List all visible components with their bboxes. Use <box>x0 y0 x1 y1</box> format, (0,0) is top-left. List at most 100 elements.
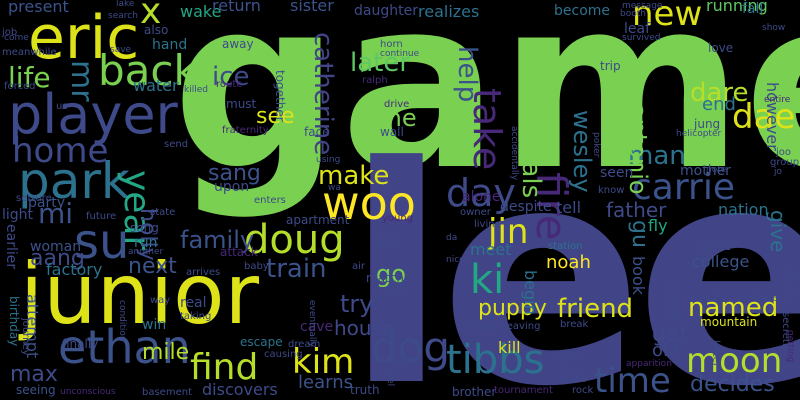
word-return: return <box>212 0 261 15</box>
word-hand: hand <box>152 37 188 53</box>
word-must: must <box>226 97 257 111</box>
word-drive: drive <box>384 99 410 110</box>
word-travel: travel <box>385 360 395 387</box>
word-see: see <box>256 104 295 129</box>
word-together: together <box>273 70 287 122</box>
word-carrie: carrie <box>632 167 735 208</box>
word-running: running <box>706 0 768 15</box>
word-booth: booth <box>620 9 646 19</box>
word-home: home <box>12 131 109 171</box>
word-back: back <box>98 46 198 95</box>
word-job: job <box>2 27 18 38</box>
word-truth: truth <box>350 383 380 397</box>
word-face: face <box>304 125 330 139</box>
word-cave: cave <box>300 319 334 335</box>
word-get: get <box>652 322 689 347</box>
word-seizure: seizure <box>16 193 52 204</box>
word-song: song <box>130 221 159 235</box>
word-doug: doug <box>244 217 345 263</box>
word-journal: journal <box>667 280 681 322</box>
word-present: present <box>8 0 69 16</box>
word-party: party <box>28 195 65 211</box>
word-however: however <box>763 82 782 151</box>
word-northern: northern <box>785 262 795 301</box>
word-dog: dog <box>371 323 451 372</box>
word-causing: causing <box>264 349 303 360</box>
word-tell: tell <box>556 198 582 217</box>
word-family: family <box>180 226 255 254</box>
word-day: day <box>446 171 516 215</box>
word-make: make <box>318 161 390 191</box>
word-group: group <box>770 157 800 168</box>
word-tournament: tournament <box>494 385 553 396</box>
word-nation: nation <box>718 200 769 219</box>
word-light: light <box>2 207 34 223</box>
word-mountain: mountain <box>700 315 758 329</box>
word-lee: lee <box>345 103 800 400</box>
word-break: break <box>560 319 589 330</box>
word-condition: condition <box>117 300 127 342</box>
word-necklace: necklace <box>734 293 779 304</box>
word-helicopter: helicopter <box>676 129 722 139</box>
word-later: later <box>350 48 411 78</box>
word-station: station <box>548 241 583 252</box>
word-juan: juan <box>560 371 586 385</box>
word-dare: dare <box>690 78 749 108</box>
word-junior: junior <box>20 245 260 343</box>
word-getting: getting <box>785 330 795 363</box>
word-noah: noah <box>546 252 591 273</box>
word-tibbs: tibbs <box>446 337 545 383</box>
word-go: go <box>376 260 406 288</box>
word-help: help <box>452 46 482 103</box>
word-lake: lake <box>116 0 135 9</box>
word-enters: enters <box>254 195 286 206</box>
word-letter: letter <box>710 340 721 368</box>
word-upon: upon <box>214 179 250 195</box>
word-save: save <box>110 45 132 55</box>
word-seeing: seeing <box>16 383 56 397</box>
word-game: game <box>172 0 800 222</box>
word-know: know <box>598 185 625 196</box>
word-match: match <box>366 271 404 285</box>
word-eventually: eventually <box>307 300 317 348</box>
word-time: time <box>594 361 671 400</box>
word-mi: mi <box>38 197 74 230</box>
word-meanwhile: meanwhile <box>2 47 57 58</box>
word-realizes: realizes <box>418 2 480 21</box>
word-refuse: refuse <box>554 353 586 364</box>
word-jin: jin <box>488 212 529 252</box>
word-show: show <box>762 23 786 33</box>
word-note: note <box>706 165 727 175</box>
word-ethan: ethan <box>58 320 191 374</box>
word-win: win <box>142 317 167 333</box>
word-forced: forced <box>4 81 36 92</box>
word-continue: continue <box>380 49 420 59</box>
word-become: become <box>554 3 611 19</box>
word-reveals: reveals <box>516 104 546 199</box>
word-man: man <box>628 141 686 171</box>
word-leaving: leaving <box>504 321 541 332</box>
word-attack: attack <box>220 245 258 259</box>
word-house: house <box>334 316 395 340</box>
word-park: park <box>18 152 130 210</box>
word-away: away <box>222 37 254 51</box>
word-named: named <box>688 293 779 323</box>
word-wake: wake <box>180 2 222 21</box>
word-dae: dae <box>732 97 796 137</box>
word-wall: wall <box>380 125 404 139</box>
word-give: give <box>766 210 790 253</box>
word-water: water <box>133 76 179 95</box>
word-alone: alone <box>462 189 501 205</box>
word-dream: dream <box>288 339 321 350</box>
word-arrives: arrives <box>186 267 221 278</box>
word-search: search <box>108 11 138 21</box>
word-sled: sled <box>372 235 397 249</box>
word-apartment: apartment <box>286 213 350 227</box>
word-factory: factory <box>46 260 103 279</box>
word-come: come <box>4 33 29 43</box>
word-life: life <box>8 61 51 94</box>
word-gu: gu <box>627 220 652 248</box>
word-kill: kill <box>498 338 521 357</box>
word-baby: baby <box>244 261 269 272</box>
